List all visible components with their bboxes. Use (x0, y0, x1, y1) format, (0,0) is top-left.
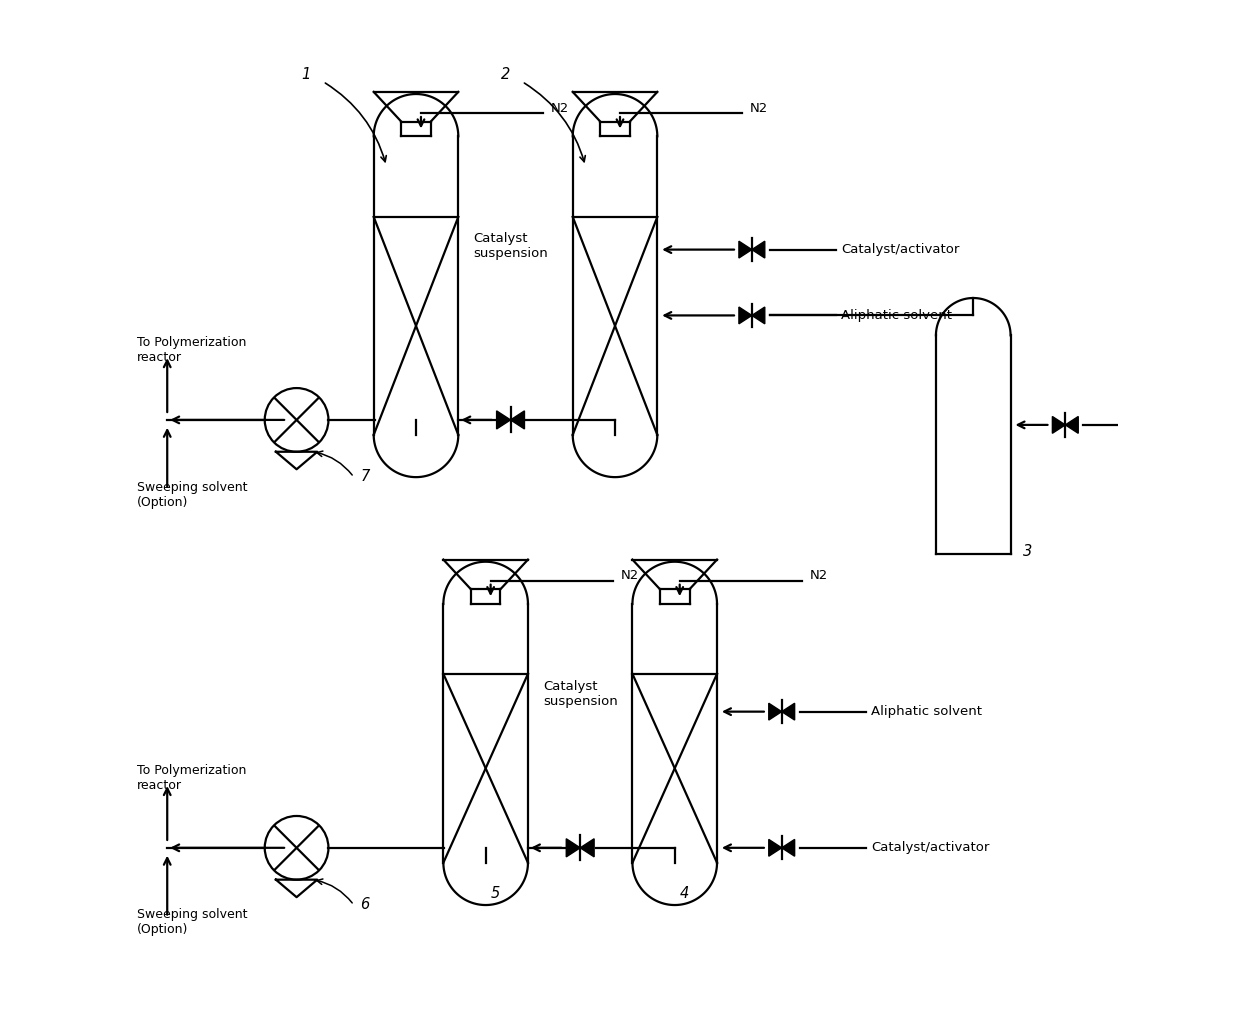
Polygon shape (739, 241, 751, 258)
Text: Catalyst
suspension: Catalyst suspension (474, 232, 548, 259)
Text: N2: N2 (620, 569, 639, 582)
Text: N2: N2 (551, 102, 569, 115)
Polygon shape (769, 839, 781, 857)
Polygon shape (769, 703, 781, 720)
Text: Catalyst/activator: Catalyst/activator (842, 243, 960, 256)
Polygon shape (1053, 417, 1065, 433)
Text: Sweeping solvent
(Option): Sweeping solvent (Option) (138, 908, 248, 936)
Polygon shape (511, 411, 525, 429)
Text: To Polymerization
reactor: To Polymerization reactor (138, 336, 247, 364)
Polygon shape (781, 703, 795, 720)
Text: To Polymerization
reactor: To Polymerization reactor (138, 764, 247, 792)
Text: 1: 1 (301, 67, 311, 82)
Text: 2: 2 (501, 67, 510, 82)
Text: Catalyst
suspension: Catalyst suspension (543, 680, 618, 707)
Polygon shape (739, 307, 751, 324)
Text: 5: 5 (491, 886, 500, 901)
Text: Catalyst/activator: Catalyst/activator (872, 842, 990, 855)
Text: 6: 6 (361, 897, 370, 911)
Polygon shape (751, 307, 765, 324)
Text: N2: N2 (750, 102, 768, 115)
Polygon shape (781, 839, 795, 857)
Polygon shape (751, 241, 765, 258)
Polygon shape (1065, 417, 1079, 433)
Text: Aliphatic solvent: Aliphatic solvent (842, 309, 952, 322)
Text: 3: 3 (1023, 544, 1032, 559)
Polygon shape (496, 411, 511, 429)
Text: Aliphatic solvent: Aliphatic solvent (872, 705, 982, 718)
Polygon shape (580, 838, 594, 857)
Text: N2: N2 (810, 569, 828, 582)
Text: 7: 7 (361, 468, 370, 483)
Text: Sweeping solvent
(Option): Sweeping solvent (Option) (138, 480, 248, 509)
Polygon shape (567, 838, 580, 857)
Text: 4: 4 (680, 886, 689, 901)
